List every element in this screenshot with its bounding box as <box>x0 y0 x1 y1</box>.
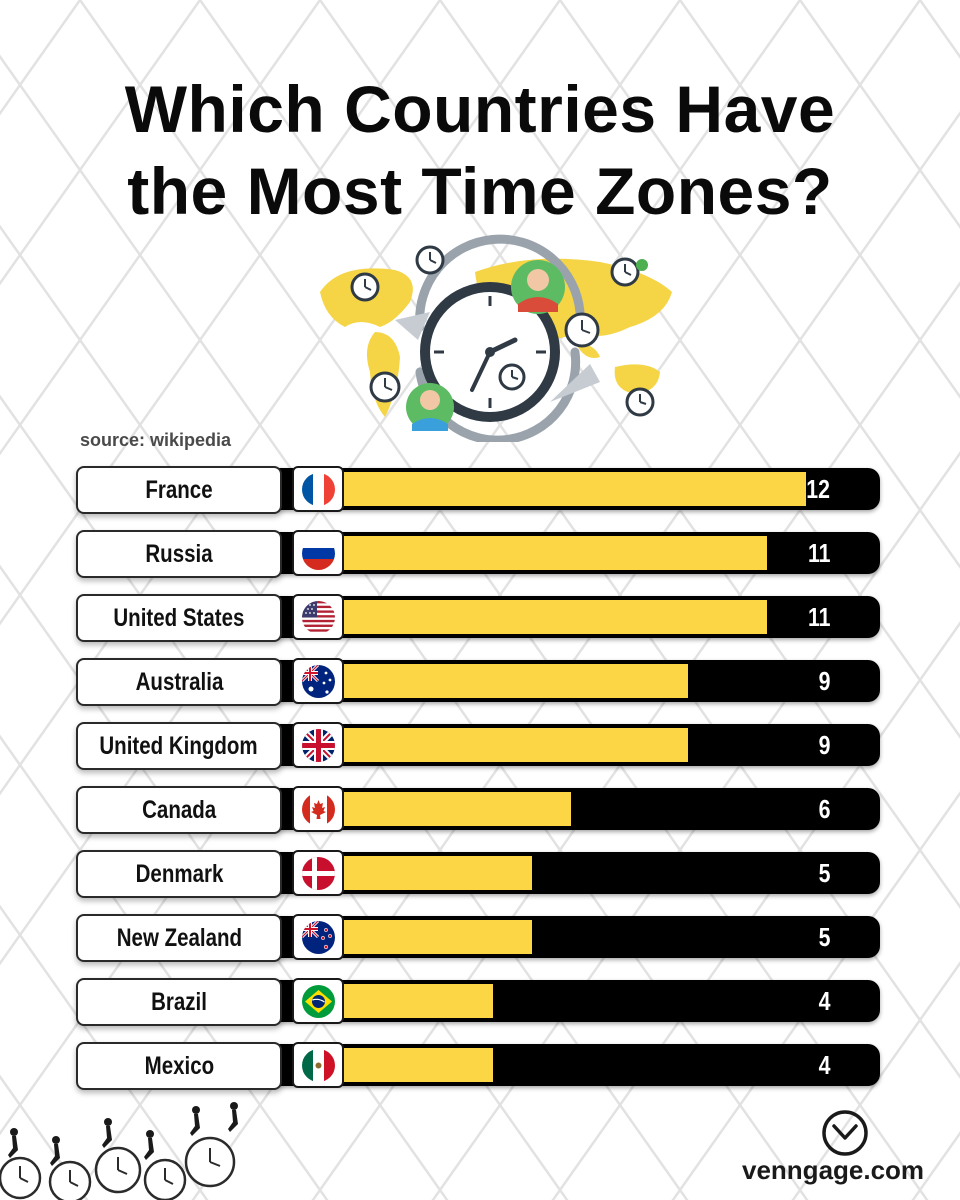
bar-track: 4 <box>276 1044 880 1086</box>
source-note: source: wikipedia <box>80 430 232 450</box>
category-label: France <box>76 466 282 514</box>
bar <box>336 984 493 1018</box>
flag-mexico-icon <box>302 1049 335 1082</box>
bar-row: 4 Mexico <box>76 1042 882 1090</box>
bar <box>336 920 532 954</box>
bar-value-label: 11 <box>807 602 830 632</box>
bar-value-label: 4 <box>818 1050 830 1080</box>
category-label: Mexico <box>76 1042 282 1090</box>
bar <box>336 1048 493 1082</box>
flag-australia-icon <box>302 665 335 698</box>
bar-value-label: 6 <box>818 794 830 824</box>
flag-tab <box>292 978 344 1024</box>
bar-track: 4 <box>276 980 880 1022</box>
bar-value-label: 9 <box>818 730 830 760</box>
bar-value-label: 12 <box>806 474 830 504</box>
category-label-text: Canada <box>141 796 217 824</box>
category-label-text: Denmark <box>135 860 223 888</box>
bar-value-label: 5 <box>818 922 830 952</box>
bar-row: 5 New Zealand <box>76 914 882 962</box>
flag-tab <box>292 658 344 704</box>
bar-value-label: 11 <box>807 538 830 568</box>
bar <box>336 472 806 506</box>
bar-track: 6 <box>276 788 880 830</box>
flag-tab <box>292 594 344 640</box>
category-label-text: Brazil <box>151 988 207 1016</box>
bar <box>336 792 571 826</box>
bar <box>336 728 688 762</box>
category-label: Russia <box>76 530 282 578</box>
flag-tab <box>292 914 344 960</box>
bar-track: 11 <box>276 596 880 638</box>
world-map-clocks-illustration <box>320 234 672 442</box>
bar-track: 11 <box>276 532 880 574</box>
bar-row: 12 France <box>76 466 882 514</box>
flag-tab <box>292 466 344 512</box>
flag-tab <box>292 1042 344 1088</box>
chart-title: Which Countries Have the Most Time Zones… <box>0 68 960 232</box>
bar-value-label: 5 <box>818 858 830 888</box>
flag-tab <box>292 850 344 896</box>
bar-row: 5 Denmark <box>76 850 882 898</box>
category-label: Canada <box>76 786 282 834</box>
category-label-text: Russia <box>145 540 213 568</box>
flag-tab <box>292 722 344 768</box>
flag-tab <box>292 530 344 576</box>
bar-value-label: 9 <box>818 666 830 696</box>
running-people-on-clocks-illustration <box>0 1102 238 1200</box>
flag-brazil-icon <box>302 985 335 1018</box>
category-label: Australia <box>76 658 282 706</box>
category-label-text: United Kingdom <box>99 732 259 760</box>
bar-row: 6 Canada <box>76 786 882 834</box>
bar-track: 5 <box>276 852 880 894</box>
category-label: United States <box>76 594 282 642</box>
bar-row: 9 United Kingdom <box>76 722 882 770</box>
flag-uk-icon <box>302 729 335 762</box>
flag-usa-icon <box>302 601 335 634</box>
brand-name: venngage.com <box>742 1155 925 1185</box>
bar-row: 4 Brazil <box>76 978 882 1026</box>
category-label-text: United States <box>113 604 245 632</box>
category-label: United Kingdom <box>76 722 282 770</box>
category-label: Brazil <box>76 978 282 1026</box>
bar-track: 9 <box>276 724 880 766</box>
bar <box>336 856 532 890</box>
category-label-text: Mexico <box>144 1052 214 1080</box>
category-label: New Zealand <box>76 914 282 962</box>
bar-row: 11 Russia <box>76 530 882 578</box>
bar <box>336 600 767 634</box>
bar-value-label: 4 <box>818 986 830 1016</box>
flag-tab <box>292 786 344 832</box>
flag-france-icon <box>302 473 335 506</box>
category-label-text: Australia <box>135 668 223 696</box>
flag-new-zealand-icon <box>302 921 335 954</box>
chart-title-line-1: Which Countries Have <box>124 72 836 146</box>
flag-russia-icon <box>302 537 335 570</box>
bar-row: 11 United States <box>76 594 882 642</box>
bar <box>336 536 767 570</box>
chart-title-line-2: the Most Time Zones? <box>127 154 833 228</box>
venngage-clock-logo-icon <box>822 1110 868 1156</box>
bar-track: 12 <box>276 468 880 510</box>
category-label-text: France <box>145 476 213 504</box>
category-label: Denmark <box>76 850 282 898</box>
category-label-text: New Zealand <box>116 924 242 952</box>
bar-track: 9 <box>276 660 880 702</box>
bar-track: 5 <box>276 916 880 958</box>
bar <box>336 664 688 698</box>
flag-canada-icon <box>302 793 335 826</box>
bar-row: 9 Australia <box>76 658 882 706</box>
flag-denmark-icon <box>302 857 335 890</box>
